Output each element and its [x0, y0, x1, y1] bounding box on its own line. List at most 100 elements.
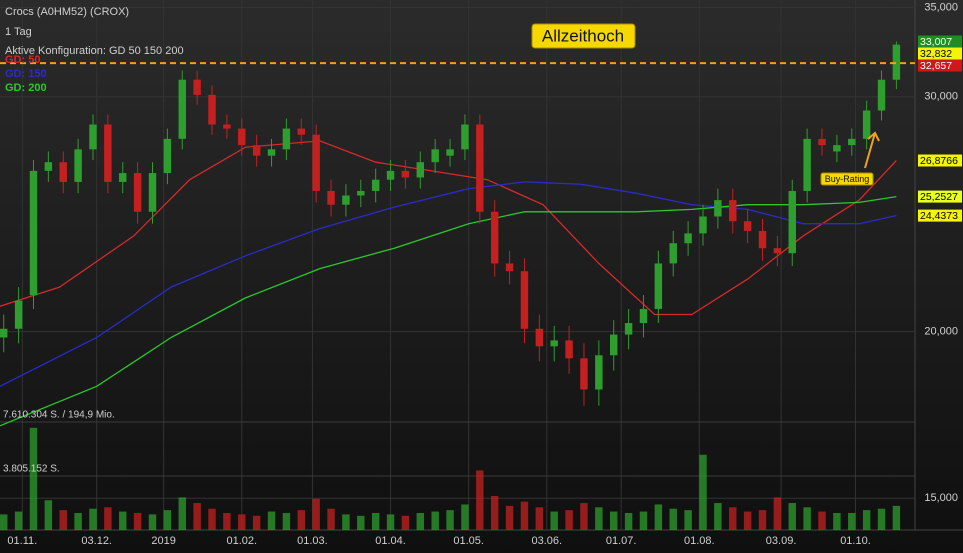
candle-body	[877, 79, 886, 111]
candle-body	[178, 79, 186, 139]
candle-body	[327, 190, 335, 205]
volume-bar	[178, 497, 186, 530]
volume-bar	[535, 507, 544, 530]
volume-bar	[610, 511, 618, 530]
candle-body	[699, 216, 707, 234]
candle-body	[862, 110, 871, 139]
x-tick-label: 01.11.	[7, 535, 37, 547]
candle-body	[29, 170, 38, 296]
volume-bar	[74, 512, 82, 530]
x-tick-label: 01.04.	[375, 535, 406, 547]
x-tick-label: 03.09.	[766, 535, 797, 547]
moving-average-line	[0, 181, 897, 387]
volume-bar	[401, 515, 410, 530]
candle-body	[223, 124, 231, 129]
candle-body	[386, 170, 395, 180]
volume-bar	[639, 511, 648, 530]
volume-bar	[14, 511, 23, 530]
candle-body	[461, 124, 469, 150]
candle-body	[818, 138, 826, 146]
candle-body	[595, 355, 603, 390]
volume-bar	[44, 500, 53, 530]
volume-bar	[490, 495, 499, 530]
candle-body	[282, 128, 291, 150]
volume-bar	[342, 514, 350, 530]
candle-body	[848, 138, 856, 146]
volume-bar	[848, 512, 856, 530]
candle-body	[714, 200, 722, 217]
volume-bar	[446, 510, 454, 530]
volume-bar	[371, 512, 380, 530]
x-tick-label: 2019	[151, 535, 175, 547]
volume-bar	[267, 511, 276, 530]
annotation-arrow	[864, 131, 880, 169]
candle-body	[892, 44, 901, 80]
candle-body	[252, 145, 261, 156]
price-label: 32,657	[920, 60, 952, 72]
y-tick-label: 15,000	[924, 492, 958, 504]
candle-body	[238, 128, 246, 146]
volume-bar	[431, 511, 439, 530]
y-tick-label: 20,000	[924, 326, 958, 338]
chart-subtitle: 1 Tag	[5, 26, 32, 38]
x-tick-label: 03.06.	[531, 535, 562, 547]
candle-body	[788, 190, 796, 254]
volume-bar	[104, 507, 112, 530]
volume-bar	[624, 512, 633, 530]
price-label: 25,2527	[920, 191, 958, 203]
chart-title: Crocs (A0HM52) (CROX)	[5, 6, 129, 18]
candle-body	[684, 233, 692, 244]
candle-body	[729, 200, 737, 222]
volume-bar	[877, 508, 886, 530]
volume-bar	[773, 497, 782, 530]
candle-body	[431, 149, 439, 163]
volume-bar	[788, 503, 796, 530]
volume-bar	[59, 510, 67, 530]
volume-bar	[327, 508, 335, 530]
volume-bar	[238, 514, 246, 530]
volume-bar	[163, 510, 172, 530]
volume-bar	[29, 427, 38, 530]
candle-body	[654, 263, 663, 309]
volume-bar	[803, 507, 811, 530]
configuration: Aktive Konfiguration: GD 50 150 200	[5, 45, 184, 57]
candle-body	[610, 334, 618, 356]
volume-bar	[386, 514, 395, 530]
legend-entry: GD: 50	[5, 54, 40, 66]
candle-body	[104, 124, 112, 182]
candle-body	[89, 124, 97, 150]
legend-entry: GD: 150	[5, 68, 47, 80]
candle-body	[342, 195, 350, 205]
y-tick-label: 30,000	[924, 91, 958, 103]
volume-bar	[758, 510, 767, 530]
candle-body	[758, 230, 767, 249]
volume-bar	[818, 511, 826, 530]
volume-bar	[550, 511, 558, 530]
candle-body	[773, 248, 782, 254]
volume-bar	[357, 515, 365, 530]
candle-body	[357, 190, 365, 196]
x-tick-label: 01.05.	[453, 535, 484, 547]
candle-body	[163, 138, 172, 174]
annotation: Allzeithoch	[542, 26, 624, 45]
candle-body	[803, 138, 811, 191]
volume-bar	[312, 498, 320, 530]
price-label: 32,832	[920, 48, 952, 60]
volume-bar	[89, 508, 97, 530]
price-label-box	[918, 154, 962, 167]
volume-bar	[833, 512, 841, 530]
candle-body	[476, 124, 484, 212]
volume-bar	[223, 512, 231, 530]
candle-body	[297, 128, 305, 135]
volume-bar	[729, 507, 737, 530]
price-label: 24,4373	[920, 210, 958, 222]
moving-average-line	[0, 140, 897, 316]
volume-bar	[208, 508, 216, 530]
candle-body	[833, 145, 841, 152]
volume-bar	[862, 510, 871, 530]
moving-average-line	[0, 195, 897, 427]
candle-body	[59, 162, 67, 182]
volume-bar	[580, 503, 588, 530]
price-label-box	[918, 190, 962, 203]
candle-body	[550, 340, 558, 347]
